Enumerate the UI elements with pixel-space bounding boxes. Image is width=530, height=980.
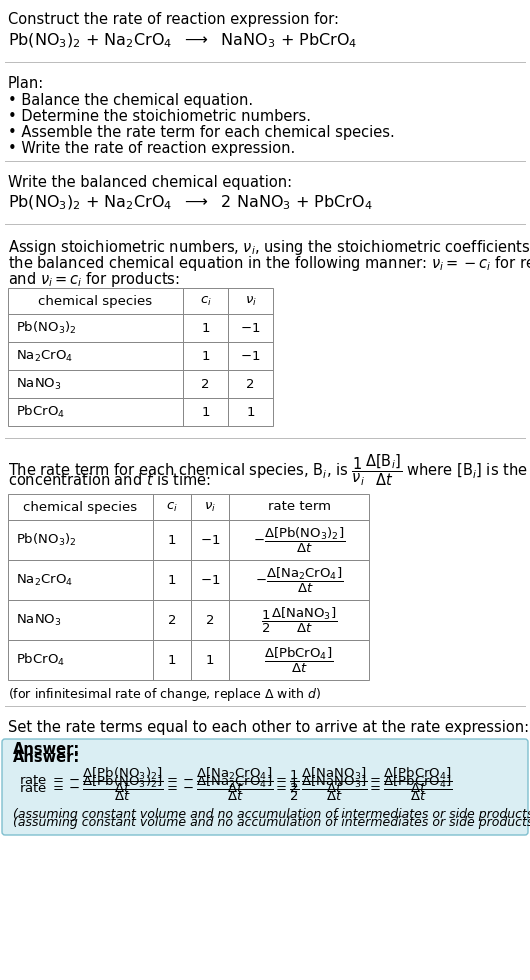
Text: PbCrO$_4$: PbCrO$_4$ [16, 652, 65, 668]
Text: NaNO$_3$: NaNO$_3$ [16, 612, 61, 627]
Bar [8, 560, 153, 600]
Bar [191, 494, 229, 520]
Bar [8, 640, 153, 680]
Text: the balanced chemical equation in the following manner: $\nu_i = -c_i$ for react: the balanced chemical equation in the fo… [8, 254, 530, 273]
Bar [228, 370, 273, 398]
Bar [228, 398, 273, 426]
Bar [229, 560, 369, 600]
Bar [8, 520, 153, 560]
Bar [229, 640, 369, 680]
Text: (for infinitesimal rate of change, replace $\Delta$ with $d$): (for infinitesimal rate of change, repla… [8, 686, 321, 703]
Text: Answer:: Answer: [13, 750, 80, 765]
Text: 1: 1 [201, 321, 210, 334]
Text: PbCrO$_4$: PbCrO$_4$ [16, 404, 65, 420]
Bar [191, 600, 229, 640]
Bar [229, 600, 369, 640]
Text: • Assemble the rate term for each chemical species.: • Assemble the rate term for each chemic… [8, 125, 395, 140]
Text: NaNO$_3$: NaNO$_3$ [16, 376, 61, 392]
Text: $-1$: $-1$ [200, 533, 220, 547]
Text: Construct the rate of reaction expression for:: Construct the rate of reaction expressio… [8, 12, 339, 27]
Bar [8, 314, 183, 342]
Text: 1: 1 [168, 654, 176, 666]
Bar [153, 640, 191, 680]
Bar [153, 560, 191, 600]
Text: 2: 2 [201, 377, 210, 390]
Text: 1: 1 [206, 654, 214, 666]
Text: chemical species: chemical species [23, 501, 138, 514]
Text: chemical species: chemical species [39, 295, 153, 308]
Text: • Write the rate of reaction expression.: • Write the rate of reaction expression. [8, 141, 295, 156]
Text: Set the rate terms equal to each other to arrive at the rate expression:: Set the rate terms equal to each other t… [8, 720, 529, 735]
Text: $\nu_i$: $\nu_i$ [204, 501, 216, 514]
Text: • Determine the stoichiometric numbers.: • Determine the stoichiometric numbers. [8, 109, 311, 124]
Text: concentration and $t$ is time:: concentration and $t$ is time: [8, 472, 211, 488]
Bar [8, 370, 183, 398]
Bar [183, 314, 228, 342]
Bar [153, 494, 191, 520]
FancyBboxPatch shape [2, 739, 528, 835]
Bar [191, 640, 229, 680]
Text: and $\nu_i = c_i$ for products:: and $\nu_i = c_i$ for products: [8, 270, 180, 289]
Text: Pb(NO$_3$)$_2$: Pb(NO$_3$)$_2$ [16, 319, 76, 336]
Text: Pb(NO$_3$)$_2$ + Na$_2$CrO$_4$  $\longrightarrow$  NaNO$_3$ + PbCrO$_4$: Pb(NO$_3$)$_2$ + Na$_2$CrO$_4$ $\longrig… [8, 32, 357, 50]
Bar [228, 314, 273, 342]
Bar [228, 342, 273, 370]
Text: (assuming constant volume and no accumulation of intermediates or side products): (assuming constant volume and no accumul… [13, 808, 530, 821]
Text: Assign stoichiometric numbers, $\nu_i$, using the stoichiometric coefficients, $: Assign stoichiometric numbers, $\nu_i$, … [8, 238, 530, 257]
Bar [153, 520, 191, 560]
Bar [183, 288, 228, 314]
Text: $\dfrac{1}{2}\dfrac{\Delta[\mathrm{NaNO_3}]}{\Delta t}$: $\dfrac{1}{2}\dfrac{\Delta[\mathrm{NaNO_… [261, 606, 337, 635]
Text: rate term: rate term [268, 501, 331, 514]
Text: 1: 1 [201, 406, 210, 418]
Bar [8, 600, 153, 640]
Text: $-\dfrac{\Delta[\mathrm{Pb(NO_3)_2}]}{\Delta t}$: $-\dfrac{\Delta[\mathrm{Pb(NO_3)_2}]}{\D… [253, 525, 345, 555]
Text: 1: 1 [246, 406, 255, 418]
Text: 1: 1 [168, 533, 176, 547]
Text: Na$_2$CrO$_4$: Na$_2$CrO$_4$ [16, 572, 73, 588]
Bar [8, 288, 183, 314]
Text: 1: 1 [168, 573, 176, 586]
Bar [191, 560, 229, 600]
Bar [153, 600, 191, 640]
Text: $\dfrac{\Delta[\mathrm{PbCrO_4}]}{\Delta t}$: $\dfrac{\Delta[\mathrm{PbCrO_4}]}{\Delta… [264, 646, 334, 674]
Bar [229, 494, 369, 520]
Bar [191, 520, 229, 560]
Text: $-\dfrac{\Delta[\mathrm{Na_2CrO_4}]}{\Delta t}$: $-\dfrac{\Delta[\mathrm{Na_2CrO_4}]}{\De… [255, 565, 343, 595]
Text: Write the balanced chemical equation:: Write the balanced chemical equation: [8, 175, 292, 190]
Text: (assuming constant volume and no accumulation of intermediates or side products): (assuming constant volume and no accumul… [13, 816, 530, 829]
Text: $-1$: $-1$ [200, 573, 220, 586]
Text: 2: 2 [168, 613, 176, 626]
Text: rate $= -\dfrac{\Delta[\mathrm{Pb(NO_3)_2}]}{\Delta t} = -\dfrac{\Delta[\mathrm{: rate $= -\dfrac{\Delta[\mathrm{Pb(NO_3)_… [19, 766, 453, 795]
Bar [183, 398, 228, 426]
Text: • Balance the chemical equation.: • Balance the chemical equation. [8, 93, 253, 108]
Bar [8, 342, 183, 370]
Text: $c_i$: $c_i$ [200, 294, 211, 308]
Text: 2: 2 [246, 377, 255, 390]
Bar [183, 342, 228, 370]
Bar [229, 520, 369, 560]
Text: $-1$: $-1$ [240, 321, 261, 334]
Text: $-1$: $-1$ [240, 350, 261, 363]
Bar [228, 288, 273, 314]
Bar [183, 370, 228, 398]
Text: rate $= -\dfrac{\Delta[\mathrm{Pb(NO_3)_2}]}{\Delta t} = -\dfrac{\Delta[\mathrm{: rate $= -\dfrac{\Delta[\mathrm{Pb(NO_3)_… [19, 774, 453, 804]
Text: Pb(NO$_3$)$_2$: Pb(NO$_3$)$_2$ [16, 532, 76, 548]
Text: $c_i$: $c_i$ [166, 501, 178, 514]
Bar [8, 398, 183, 426]
Bar [8, 494, 153, 520]
Text: Answer:: Answer: [13, 742, 80, 757]
Text: 2: 2 [206, 613, 214, 626]
Text: Na$_2$CrO$_4$: Na$_2$CrO$_4$ [16, 349, 73, 364]
Text: Plan:: Plan: [8, 76, 44, 91]
Text: $\nu_i$: $\nu_i$ [244, 294, 257, 308]
Text: 1: 1 [201, 350, 210, 363]
Text: Pb(NO$_3$)$_2$ + Na$_2$CrO$_4$  $\longrightarrow$  2 NaNO$_3$ + PbCrO$_4$: Pb(NO$_3$)$_2$ + Na$_2$CrO$_4$ $\longrig… [8, 194, 373, 213]
Text: The rate term for each chemical species, B$_i$, is $\dfrac{1}{\nu_i}\dfrac{\Delt: The rate term for each chemical species,… [8, 452, 530, 488]
